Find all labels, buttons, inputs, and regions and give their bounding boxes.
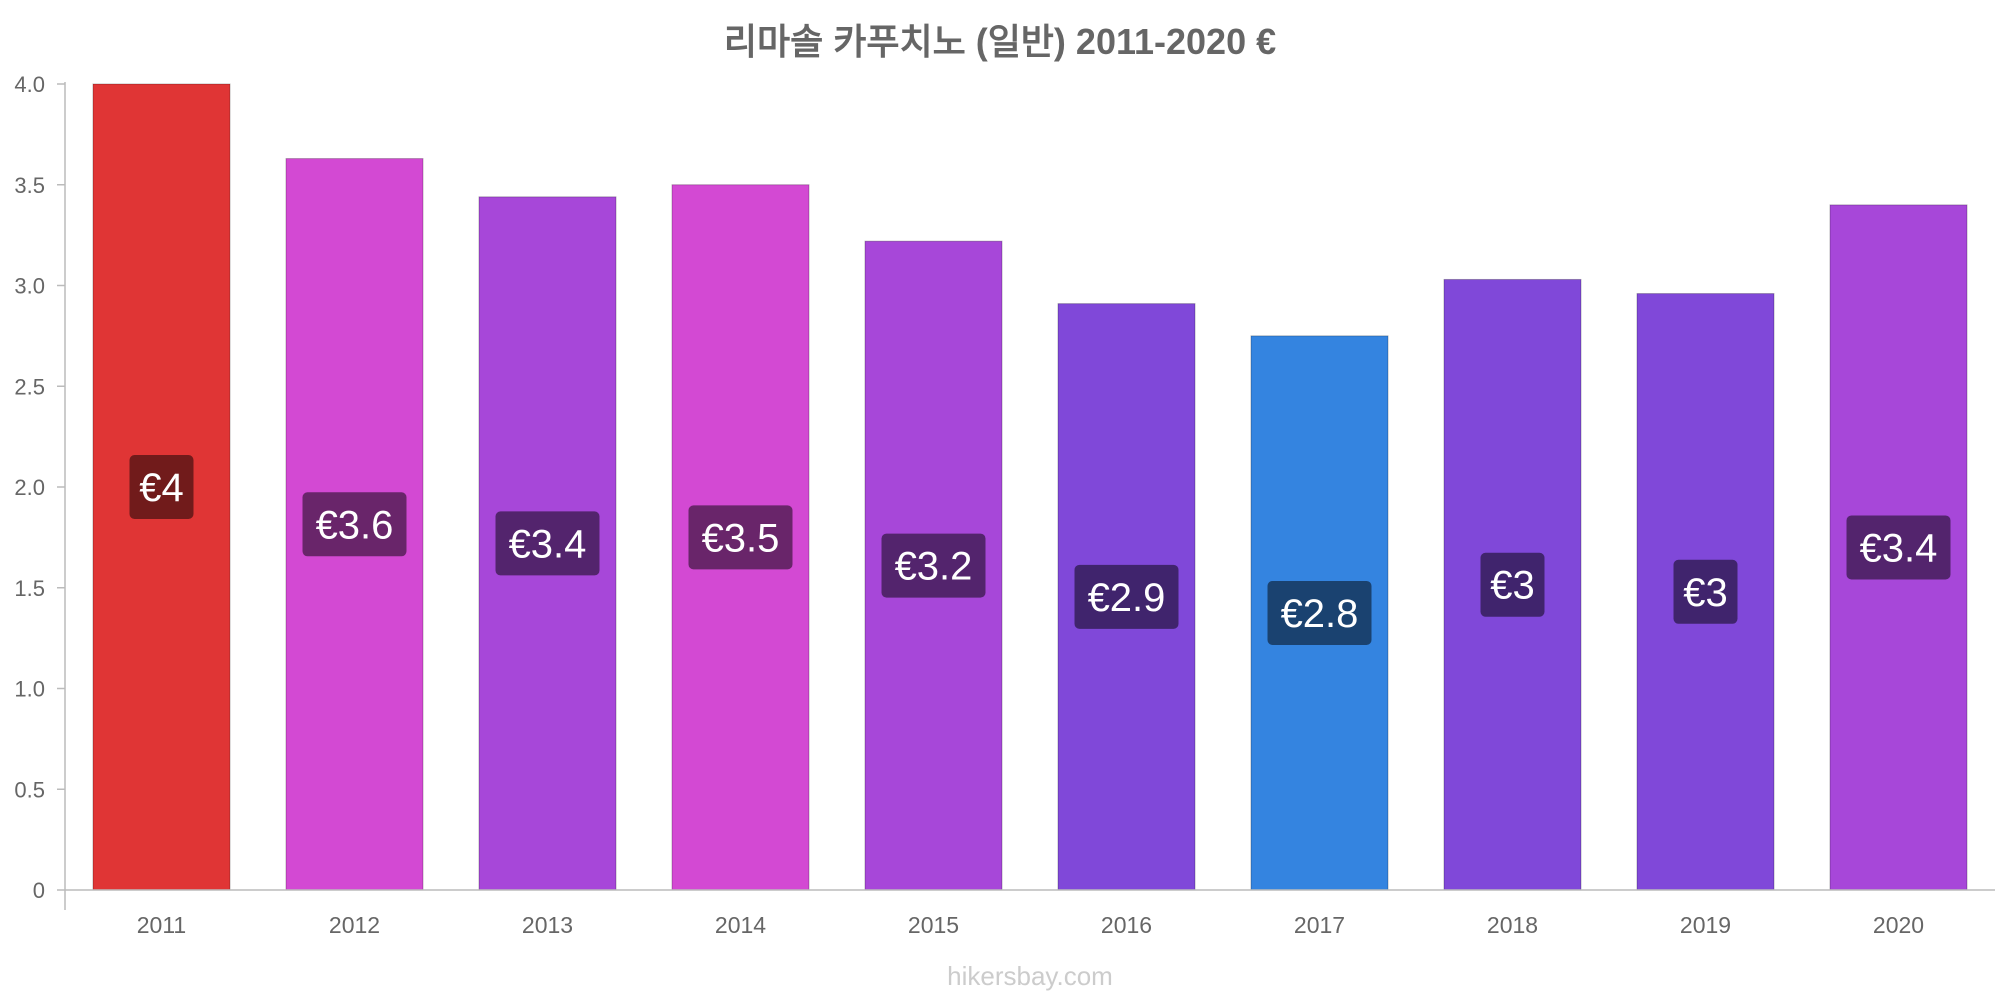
data-label: €3	[1683, 571, 1728, 615]
bars	[92, 83, 1968, 891]
data-label: €4	[139, 466, 184, 510]
chart-title: 리마솔 카푸치노 (일반) 2011-2020 €	[724, 21, 1276, 62]
x-tick-label: 2020	[1873, 912, 1924, 938]
data-label-box	[1673, 559, 1738, 624]
data-label: €3.6	[316, 503, 394, 547]
y-tick-label: 1.5	[14, 576, 45, 601]
data-label-box	[1846, 515, 1951, 580]
x-tick-label: 2013	[522, 912, 573, 938]
y-tick-label: 3.0	[14, 274, 45, 299]
data-label: €3.2	[895, 545, 973, 589]
data-label-box	[1267, 580, 1372, 645]
y-axis: 0 0.5 1.0 1.5 2.0 2.5 3.0 3.5 4.0	[14, 72, 66, 910]
x-tick-label: 2017	[1294, 912, 1345, 938]
data-label-box	[495, 511, 600, 576]
x-tick-label: 2014	[715, 912, 766, 938]
data-label: €2.9	[1088, 576, 1166, 620]
data-label-box	[1074, 564, 1179, 629]
data-label: €3.4	[1860, 526, 1938, 570]
y-tick-label: 1.0	[14, 677, 45, 702]
y-tick-label: 2.5	[14, 374, 45, 399]
x-tick-label: 2012	[329, 912, 380, 938]
data-label-box	[129, 455, 194, 519]
y-tick-label: 0	[33, 878, 45, 903]
x-tick-label: 2018	[1487, 912, 1538, 938]
y-tick-label: 3.5	[14, 173, 45, 198]
x-tick-label: 2016	[1101, 912, 1152, 938]
x-axis: 2011 2012 2013 2014 2015 2016 2017 2018 2019 2020	[65, 889, 1995, 938]
data-label-box	[881, 533, 986, 598]
y-tick-label: 4.0	[14, 72, 45, 97]
data-label: €2.8	[1281, 592, 1359, 636]
data-label-box	[1480, 552, 1545, 617]
y-tick-label: 2.0	[14, 475, 45, 500]
x-tick-label: 2011	[137, 912, 186, 938]
x-tick-label: 2019	[1680, 912, 1731, 938]
data-labels: €4 €3.6 €3.4 €3.5 €3.2 €2.9 €2.8 €3 €3 €3.4	[129, 455, 1951, 645]
y-tick-label: 0.5	[14, 777, 45, 802]
data-label: €3	[1490, 564, 1535, 608]
x-tick-label: 2015	[908, 912, 959, 938]
data-label-box	[302, 492, 407, 557]
data-label-box	[688, 505, 793, 570]
data-label: €3.4	[509, 522, 587, 566]
watermark: hikersbay.com	[947, 961, 1113, 991]
data-label: €3.5	[702, 516, 780, 560]
